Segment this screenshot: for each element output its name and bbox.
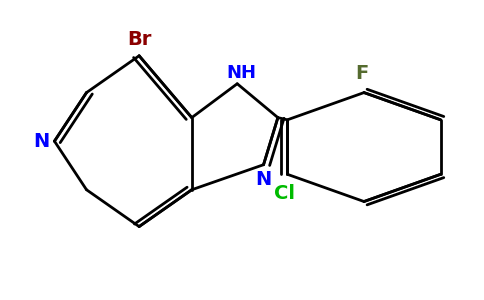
Text: Cl: Cl — [274, 184, 295, 203]
Text: NH: NH — [226, 64, 256, 82]
Text: Br: Br — [127, 30, 151, 49]
Text: N: N — [256, 170, 272, 189]
Text: N: N — [33, 132, 49, 151]
Text: F: F — [355, 64, 368, 83]
